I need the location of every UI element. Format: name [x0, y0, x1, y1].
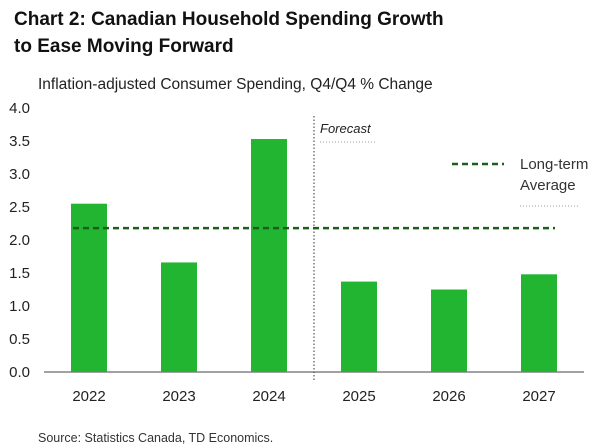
bar-2023: [161, 262, 197, 372]
y-tick-label: 1.0: [9, 298, 30, 315]
source-note: Source: Statistics Canada, TD Economics.: [38, 431, 274, 445]
bar-2022: [71, 203, 107, 372]
forecast-label: Forecast: [320, 121, 372, 136]
x-tick-label: 2026: [432, 388, 465, 405]
x-tick-label: 2023: [162, 388, 195, 405]
y-tick-label: 0.5: [9, 331, 30, 348]
x-tick-label: 2027: [522, 388, 555, 405]
y-tick-label: 0.0: [9, 364, 30, 381]
bar-2025: [341, 281, 377, 372]
y-tick-label: 2.5: [9, 199, 30, 216]
x-tick-label: 2025: [342, 388, 375, 405]
chart-subtitle: Inflation-adjusted Consumer Spending, Q4…: [38, 76, 433, 93]
x-tick-label: 2022: [72, 388, 105, 405]
x-tick-label: 2024: [252, 388, 285, 405]
y-tick-label: 3.0: [9, 166, 30, 183]
bar-chart: 0.0 0.5 1.0 1.5 2.0 2.5 3.0 3.5 4.0 2022 2023 2024 2…: [9, 100, 588, 405]
y-tick-label: 3.5: [9, 133, 30, 150]
bar-2027: [521, 274, 557, 372]
legend-label-line-2: Average: [520, 177, 576, 194]
bar-2024: [251, 139, 287, 372]
chart-title: Chart 2: Canadian Household Spending Gro…: [14, 6, 444, 60]
chart-title-line-2: to Ease Moving Forward: [14, 36, 234, 57]
legend-label-line-1: Long-term: [520, 156, 588, 173]
y-tick-label: 4.0: [9, 100, 30, 117]
chart-title-line-1: Chart 2: Canadian Household Spending Gro…: [14, 9, 444, 30]
bar-2026: [431, 289, 467, 372]
y-tick-label: 1.5: [9, 265, 30, 282]
y-tick-label: 2.0: [9, 232, 30, 249]
